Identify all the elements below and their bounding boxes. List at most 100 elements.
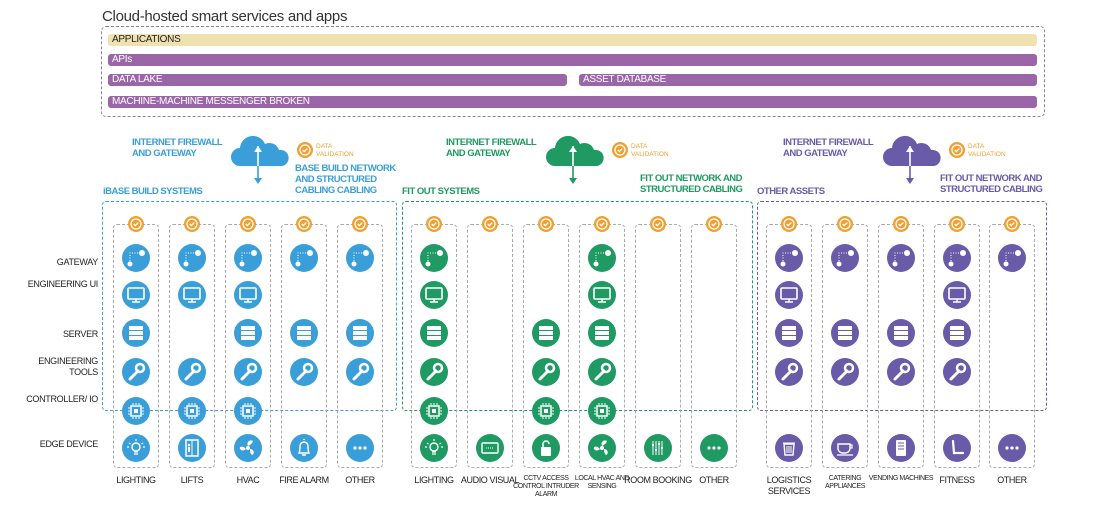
tools-node[interactable] — [420, 358, 448, 386]
edge-node[interactable] — [943, 434, 971, 462]
ui-node[interactable] — [775, 281, 803, 309]
more-icon — [707, 446, 721, 450]
check-icon — [242, 218, 254, 230]
ui-node[interactable] — [122, 281, 150, 309]
server-node[interactable] — [234, 319, 262, 347]
column-label: OTHER — [699, 475, 729, 485]
tools-node[interactable] — [532, 358, 560, 386]
row-label-ui: ENGINEERING UI — [27, 279, 99, 289]
edge-node[interactable] — [234, 434, 262, 462]
chip-icon — [594, 403, 610, 419]
edge-node[interactable] — [290, 434, 318, 462]
gateway-node[interactable] — [290, 244, 318, 272]
controller-node[interactable] — [532, 397, 560, 425]
tools-node[interactable] — [290, 358, 318, 386]
gateway-node[interactable] — [887, 244, 915, 272]
check-icon — [951, 218, 963, 230]
ui-node[interactable] — [420, 281, 448, 309]
server-node[interactable] — [831, 319, 859, 347]
controller-node[interactable] — [588, 397, 616, 425]
gateway-node[interactable] — [775, 244, 803, 272]
check-icon — [708, 218, 720, 230]
ui-node[interactable] — [588, 281, 616, 309]
gateway-node[interactable] — [420, 244, 448, 272]
tools-node[interactable] — [887, 358, 915, 386]
tools-node[interactable] — [122, 358, 150, 386]
gateway-node[interactable] — [178, 244, 206, 272]
controller-node[interactable] — [420, 397, 448, 425]
gateway-icon — [295, 250, 313, 267]
cloud-icon — [546, 135, 604, 184]
check-icon — [596, 218, 608, 230]
tools-node[interactable] — [588, 358, 616, 386]
server-node[interactable] — [346, 319, 374, 347]
server-node[interactable] — [532, 319, 560, 347]
server-node[interactable] — [290, 319, 318, 347]
gateway-node[interactable] — [234, 244, 262, 272]
tools-node[interactable] — [346, 358, 374, 386]
server-node[interactable] — [122, 319, 150, 347]
edge-node[interactable] — [644, 434, 672, 462]
edge-node[interactable] — [420, 434, 448, 462]
firewall-label: INTERNET FIREWALL AND GATEWAY — [446, 137, 537, 159]
bell-icon — [297, 439, 311, 456]
row-label-controller: CONTROLLER/ IO — [26, 394, 98, 404]
gateway-node[interactable] — [831, 244, 859, 272]
gateway-node[interactable] — [998, 244, 1026, 272]
sliders-icon — [652, 441, 663, 455]
tools-node[interactable] — [178, 358, 206, 386]
tools-node[interactable] — [831, 358, 859, 386]
gateway-node[interactable] — [588, 244, 616, 272]
chip-icon — [538, 403, 554, 419]
data-validation-badge — [594, 216, 610, 232]
server-node[interactable] — [775, 319, 803, 347]
edge-node[interactable] — [476, 434, 504, 462]
tools-node[interactable] — [234, 358, 262, 386]
data-validation-badge — [184, 216, 200, 232]
edge-node[interactable] — [122, 434, 150, 462]
network-label: FIT OUT NETWORK AND STRUCTURED CABLING — [640, 173, 743, 195]
edge-node[interactable] — [831, 434, 859, 462]
tools-node[interactable] — [775, 358, 803, 386]
ui-node[interactable] — [943, 281, 971, 309]
wrench-icon — [184, 362, 202, 381]
row-label-server: SERVER — [62, 329, 98, 339]
applications-layer: APPLICATIONS — [108, 34, 1037, 46]
more-icon — [1005, 446, 1019, 450]
controller-node[interactable] — [122, 397, 150, 425]
monitor-icon — [425, 287, 443, 303]
edge-node[interactable] — [346, 434, 374, 462]
edge-node[interactable] — [532, 434, 560, 462]
data-validation-badge — [949, 142, 965, 158]
ui-node[interactable] — [234, 281, 262, 309]
gateway-icon — [892, 250, 910, 267]
edge-node[interactable] — [887, 434, 915, 462]
edge-node[interactable] — [588, 434, 616, 462]
systems-label: OTHER ASSETS — [757, 186, 825, 197]
gateway-node[interactable] — [346, 244, 374, 272]
edge-node[interactable] — [700, 434, 728, 462]
check-icon — [428, 218, 440, 230]
treadmill-icon — [951, 439, 965, 455]
gateway-node[interactable] — [943, 244, 971, 272]
controller-node[interactable] — [234, 397, 262, 425]
server-node[interactable] — [943, 319, 971, 347]
server-node[interactable] — [588, 319, 616, 347]
server-node[interactable] — [887, 319, 915, 347]
data-validation-badge — [296, 216, 312, 232]
ui-node[interactable] — [178, 281, 206, 309]
edge-node[interactable] — [998, 434, 1026, 462]
gateway-icon — [593, 250, 611, 267]
gateway-node[interactable] — [122, 244, 150, 272]
asset-database-layer: ASSET DATABASE — [579, 74, 1037, 86]
check-icon — [783, 218, 795, 230]
edge-node[interactable] — [178, 434, 206, 462]
data-validation-badge — [352, 216, 368, 232]
edge-node[interactable] — [775, 434, 803, 462]
apis-layer: APIs — [108, 54, 1037, 66]
server-node[interactable] — [420, 319, 448, 347]
tools-node[interactable] — [943, 358, 971, 386]
controller-node[interactable] — [178, 397, 206, 425]
server-icon — [427, 326, 441, 340]
check-icon — [839, 218, 851, 230]
